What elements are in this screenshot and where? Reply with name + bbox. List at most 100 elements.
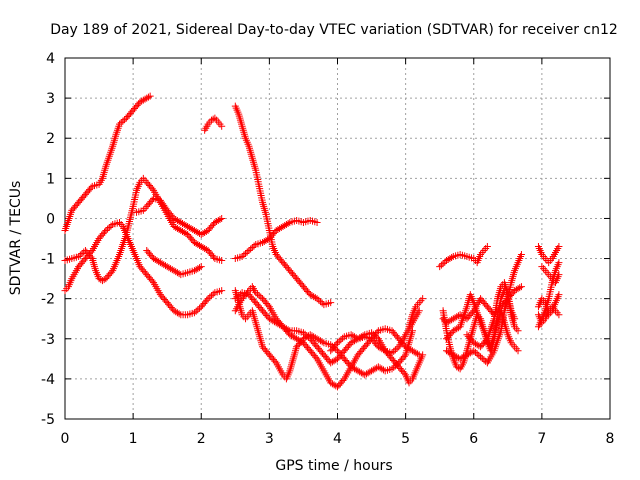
data-point [514, 327, 522, 335]
x-tick-label: 4 [333, 431, 342, 447]
data-track [61, 218, 226, 319]
grid-lines [65, 58, 610, 419]
data-track [61, 174, 226, 285]
data-point [87, 253, 95, 261]
data-point [313, 295, 321, 303]
data-point [477, 353, 485, 361]
data-point [209, 290, 217, 298]
y-axis-label: SDTVAR / TECUs [8, 181, 24, 296]
data-point [116, 120, 123, 128]
x-tick-label: 3 [265, 431, 274, 447]
data-points [61, 92, 563, 391]
data-point [242, 250, 250, 258]
data-track [443, 251, 525, 367]
data-point [312, 353, 320, 361]
data-point [470, 347, 478, 355]
data-point [368, 329, 376, 337]
data-point [299, 329, 307, 337]
data-point [107, 268, 115, 276]
data-point [105, 223, 113, 231]
data-point [76, 251, 84, 259]
data-point [206, 293, 214, 301]
data-point [332, 340, 340, 348]
data-point [207, 292, 215, 300]
data-point [371, 332, 379, 340]
data-point [327, 299, 335, 307]
data-point [305, 333, 313, 341]
y-tick-label: 1 [46, 171, 55, 187]
y-tick-label: -1 [41, 252, 55, 268]
data-point [235, 292, 243, 300]
plot-frame [64, 57, 611, 420]
data-point [400, 352, 408, 360]
data-point [148, 196, 156, 204]
data-point [175, 310, 183, 318]
data-point [75, 253, 83, 261]
y-tick-label: -5 [41, 412, 55, 428]
data-point [480, 356, 488, 364]
data-point [257, 293, 265, 301]
data-point [196, 264, 204, 272]
data-point [483, 243, 491, 251]
data-track [201, 114, 226, 134]
data-point [436, 263, 444, 271]
data-point [104, 225, 112, 233]
data-point [102, 226, 110, 234]
y-tick-labels: -5 -4 -3 -2 -1 0 1 2 3 4 [41, 51, 55, 428]
data-point [337, 336, 345, 344]
data-track [327, 329, 427, 387]
data-point [468, 348, 476, 356]
data-point [373, 333, 381, 341]
y-tick-label: 4 [46, 51, 55, 67]
data-point [369, 330, 377, 338]
data-point [101, 228, 109, 236]
data-point [555, 243, 563, 251]
data-point [482, 336, 490, 344]
data-point [245, 247, 253, 255]
data-point [192, 307, 200, 315]
data-point [148, 185, 156, 193]
data-point [252, 289, 260, 297]
data-track [534, 303, 563, 327]
data-point [197, 263, 205, 271]
data-point [475, 342, 483, 350]
x-tick-label: 7 [537, 431, 546, 447]
data-point [218, 122, 226, 130]
data-point [473, 350, 481, 358]
y-tick-label: 3 [46, 91, 55, 107]
data-point [284, 219, 292, 227]
data-point [243, 248, 251, 256]
data-point [482, 357, 490, 365]
data-point [240, 251, 248, 259]
data-point [511, 315, 519, 323]
data-point [400, 369, 408, 377]
data-point [334, 339, 341, 347]
x-tick-labels: 0 1 2 3 4 5 6 7 8 [61, 431, 615, 447]
data-point [555, 259, 563, 267]
data-point [204, 295, 212, 303]
data-point [391, 346, 399, 354]
data-point [332, 382, 340, 390]
data-point [301, 330, 309, 338]
data-track [143, 247, 205, 279]
data-point [203, 296, 211, 304]
data-point [190, 309, 198, 317]
data-point [318, 338, 326, 346]
x-axis-label: GPS time / hours [275, 458, 392, 474]
data-point [448, 254, 456, 262]
data-point [517, 251, 525, 259]
data-point [316, 298, 324, 306]
data-point [390, 347, 398, 355]
data-point [247, 245, 255, 253]
data-point [236, 290, 244, 298]
data-point [475, 351, 483, 359]
chart-title: Day 189 of 2021, Sidereal Day-to-day VTE… [50, 22, 618, 38]
data-point [121, 116, 129, 124]
data-point [117, 119, 125, 127]
x-tick-label: 0 [61, 431, 70, 447]
data-point [359, 332, 367, 340]
x-tick-label: 8 [606, 431, 615, 447]
data-point [144, 93, 152, 101]
data-point [516, 284, 524, 292]
data-point [419, 351, 427, 359]
